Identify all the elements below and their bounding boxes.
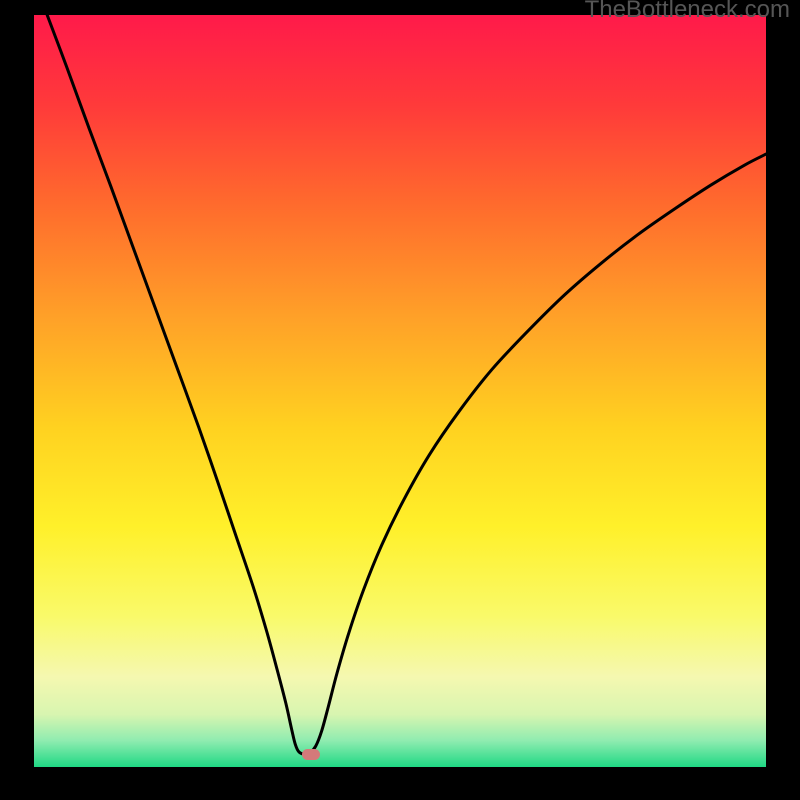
minimum-marker [302,749,320,760]
chart-frame: TheBottleneck.com [0,0,800,800]
plot-area [34,15,766,767]
v-curve [34,15,766,767]
